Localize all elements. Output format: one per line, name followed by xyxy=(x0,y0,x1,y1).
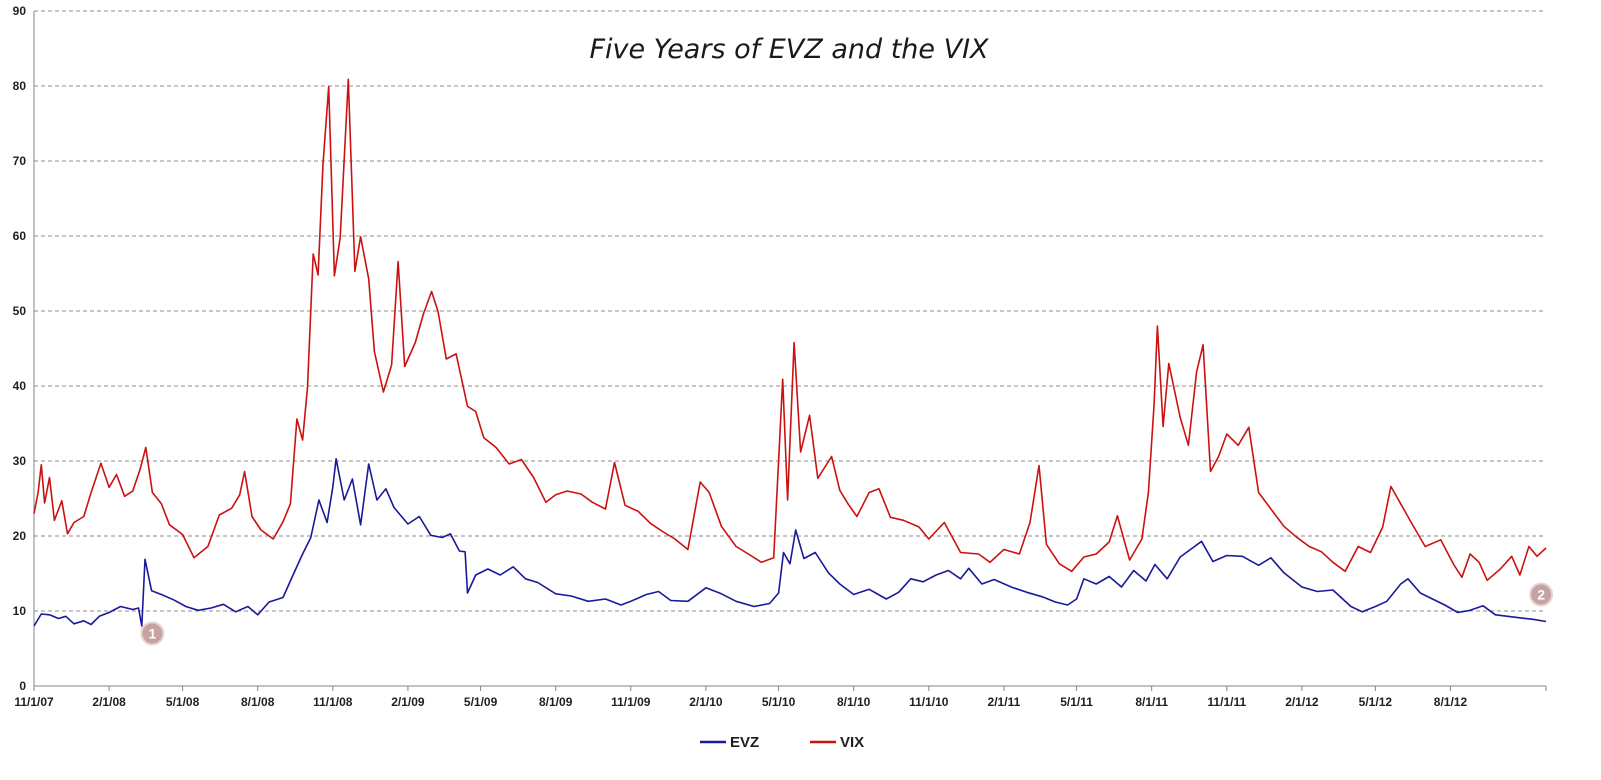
axes: 0 10 20 30 40 50 60 70 80 90 11/1/07 2/1/08 5/1/08 8/… xyxy=(13,4,1547,709)
y-tick-label: 0 xyxy=(19,679,26,693)
x-tick-label: 8/1/11 xyxy=(1135,695,1168,709)
legend: EVZ VIX xyxy=(700,734,864,751)
annotation-circle xyxy=(1529,582,1554,607)
y-tick-label: 40 xyxy=(13,379,27,393)
series-lines xyxy=(33,78,1547,627)
legend-item-vix: VIX xyxy=(810,734,864,751)
x-tick-label: 5/1/12 xyxy=(1359,695,1393,709)
x-tick-label: 2/1/10 xyxy=(689,695,723,709)
y-tick-label: 80 xyxy=(13,79,27,93)
x-tick-label: 5/1/11 xyxy=(1060,695,1093,709)
x-tick-label: 8/1/09 xyxy=(539,695,573,709)
x-tick-label: 2/1/08 xyxy=(92,695,126,709)
y-tick-label: 30 xyxy=(13,454,27,468)
y-tick-label: 50 xyxy=(13,304,27,318)
y-tick-label: 70 xyxy=(13,154,27,168)
x-tick-label: 11/1/11 xyxy=(1207,695,1246,709)
annotation-label: 2 xyxy=(1537,587,1545,603)
x-tick-label: 2/1/09 xyxy=(391,695,425,709)
annotation-marker-2: 2 xyxy=(1529,582,1554,607)
y-tick-label: 60 xyxy=(13,229,27,243)
series-line-vix xyxy=(33,78,1547,582)
annotations: 12 xyxy=(140,582,1554,646)
annotation-circle xyxy=(140,621,165,646)
x-tick-label: 8/1/10 xyxy=(837,695,871,709)
y-tick-label: 20 xyxy=(13,529,27,543)
gridlines xyxy=(34,10,1546,612)
x-tick-label: 5/1/10 xyxy=(762,695,796,709)
x-tick-label: 5/1/09 xyxy=(464,695,498,709)
x-tick-label: 2/1/11 xyxy=(988,695,1021,709)
x-tick-label: 5/1/08 xyxy=(166,695,200,709)
legend-item-evz: EVZ xyxy=(700,734,759,751)
y-tick-label: 10 xyxy=(13,604,27,618)
chart-title: Five Years of EVZ and the VIX xyxy=(589,34,989,65)
annotation-marker-1: 1 xyxy=(140,621,165,646)
x-tick-label: 2/1/12 xyxy=(1285,695,1319,709)
x-tick-label: 11/1/10 xyxy=(909,695,949,709)
series-line-evz xyxy=(33,458,1547,627)
x-tick-label: 8/1/08 xyxy=(241,695,275,709)
x-tick-label: 11/1/07 xyxy=(14,695,54,709)
x-tick-label: 8/1/12 xyxy=(1434,695,1468,709)
legend-label: VIX xyxy=(840,734,864,751)
annotation-label: 1 xyxy=(148,626,156,642)
x-tick-label: 11/1/08 xyxy=(313,695,353,709)
y-tick-label: 90 xyxy=(13,4,27,18)
x-tick-label: 11/1/09 xyxy=(611,695,651,709)
legend-label: EVZ xyxy=(730,734,759,751)
